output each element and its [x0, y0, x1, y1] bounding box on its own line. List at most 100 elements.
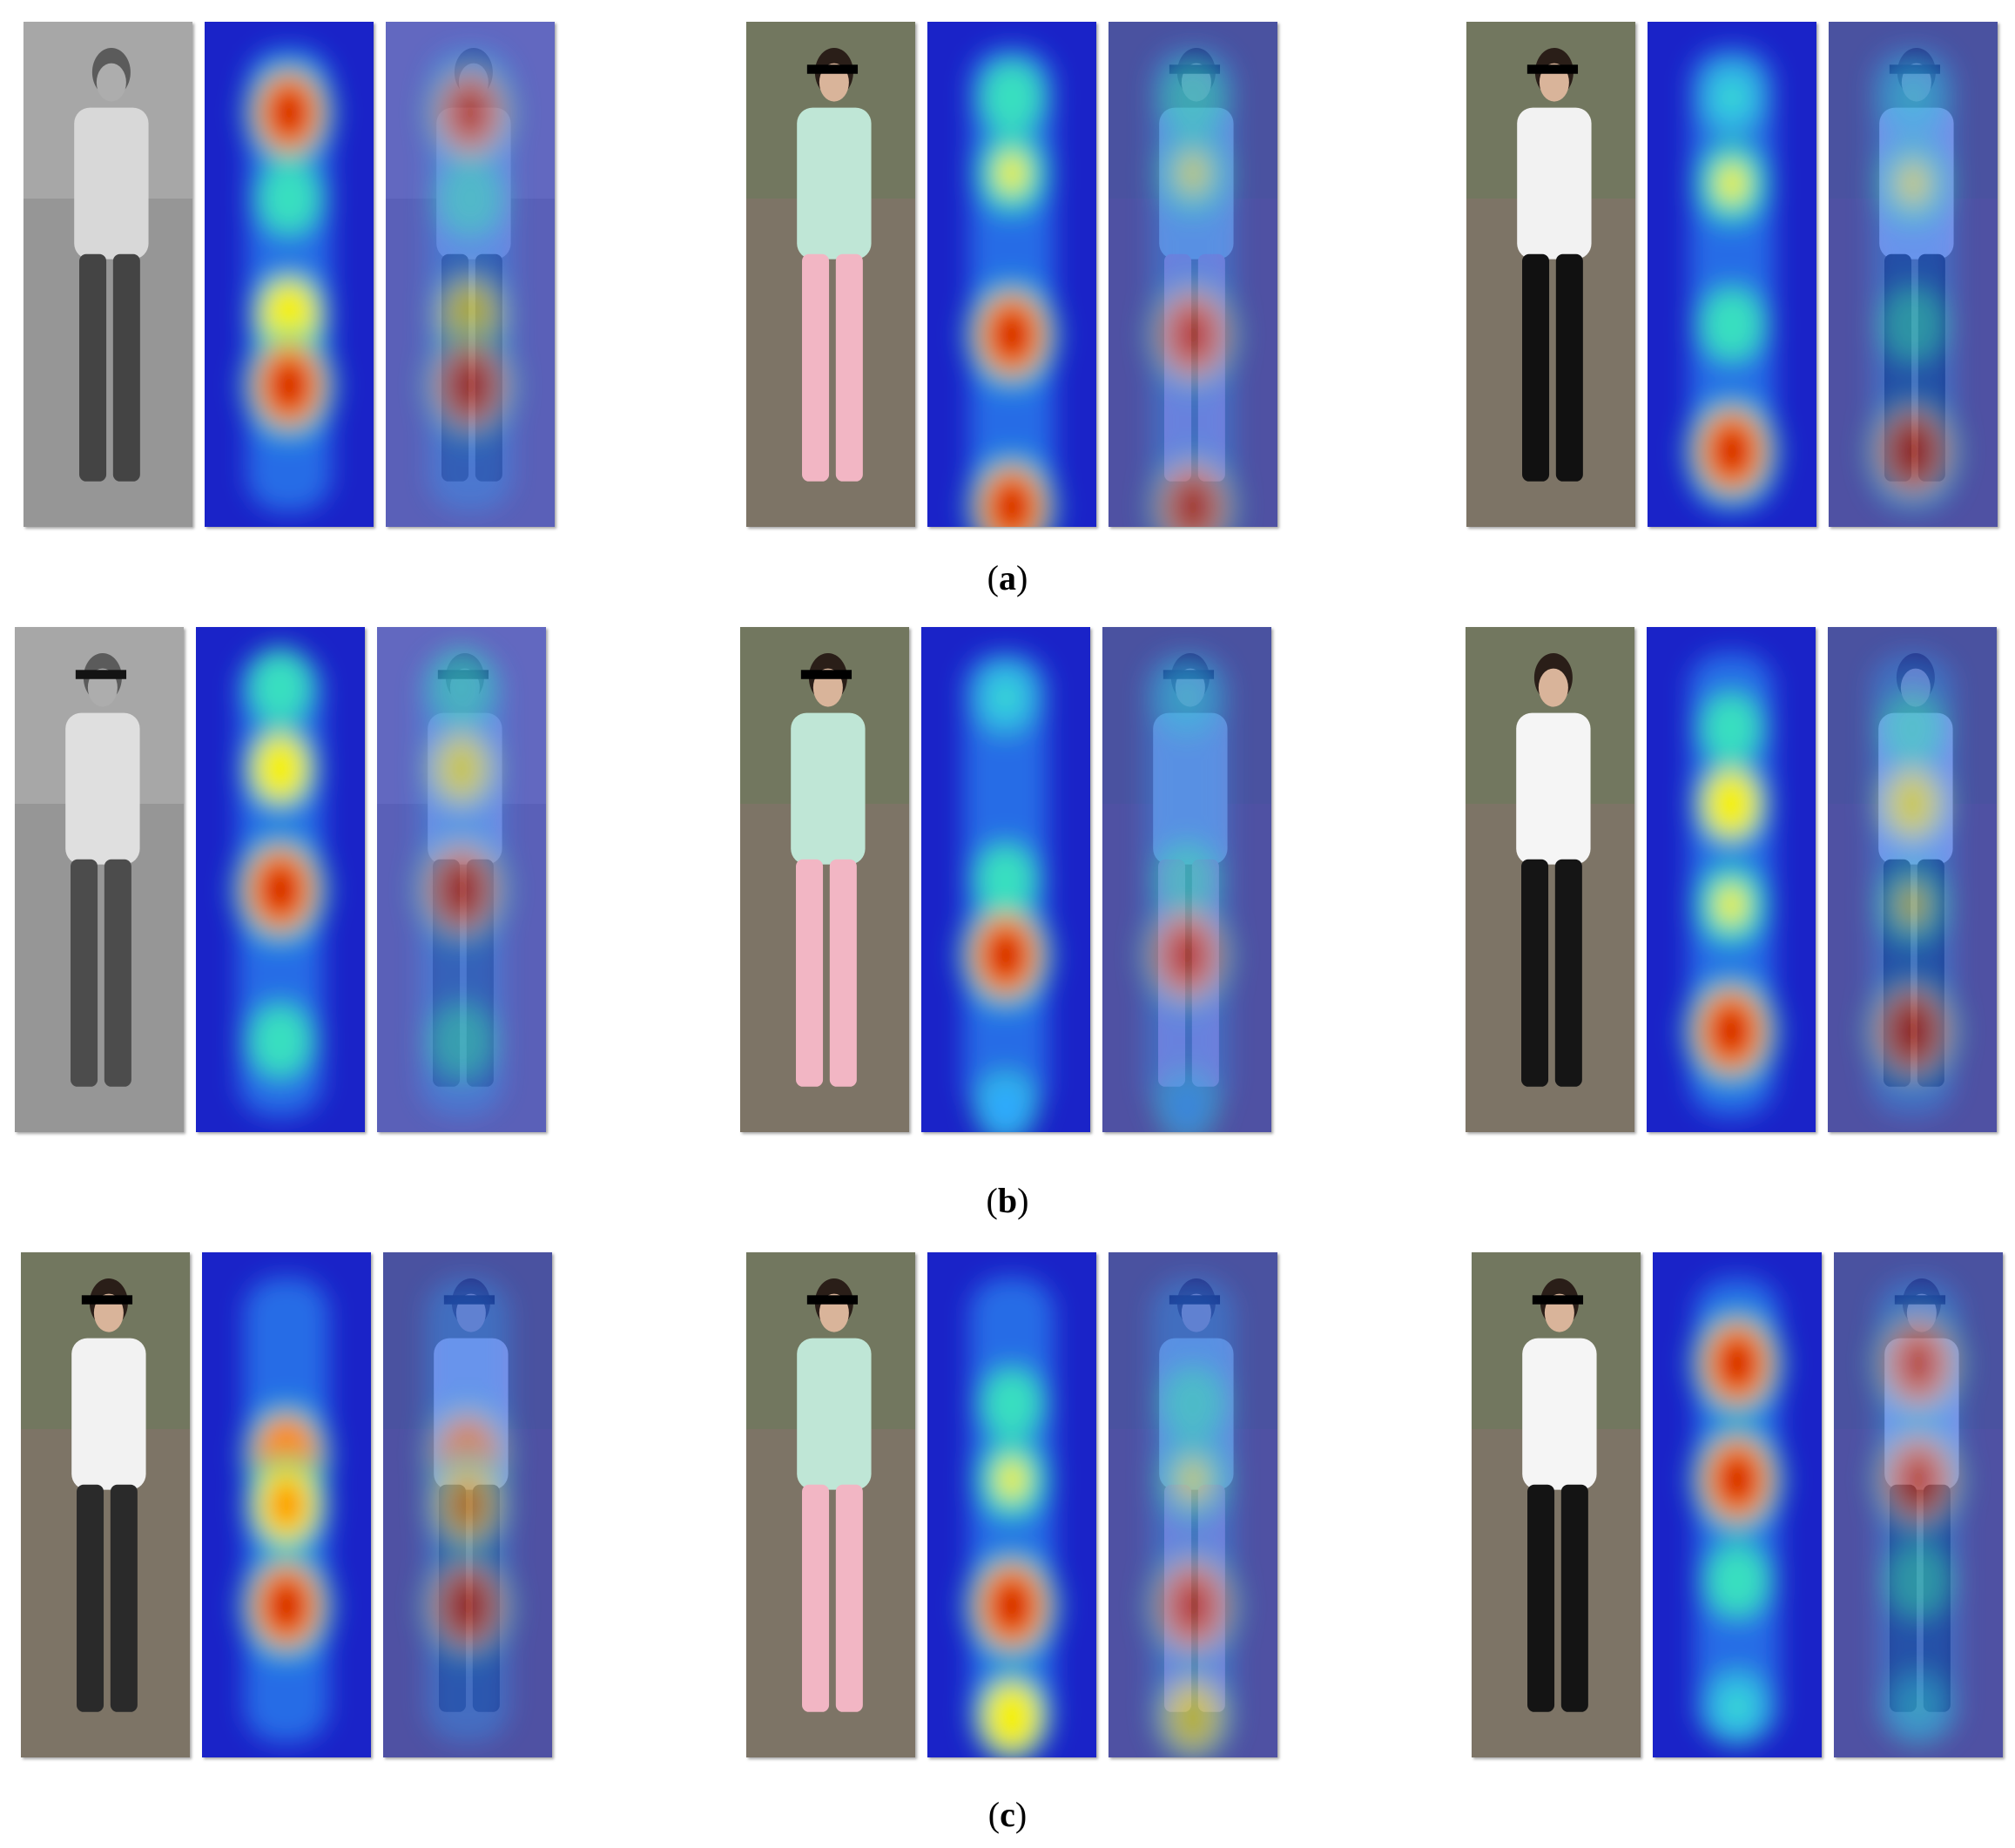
heat-hotspot	[1174, 1579, 1212, 1633]
person-leg	[104, 859, 131, 1087]
heat-hotspot	[442, 863, 481, 917]
heat-hotspot	[997, 152, 1027, 194]
heat-hotspot	[1899, 1337, 1938, 1390]
person-torso	[797, 107, 872, 260]
row-a	[0, 22, 2015, 527]
caption-b: (b)	[986, 1181, 1029, 1220]
heat-hotspot	[1174, 679, 1200, 716]
person-torso	[797, 1338, 872, 1490]
heat-hotspot	[448, 1580, 487, 1632]
photo-panel	[21, 1252, 190, 1757]
heat-hotspot	[1712, 1004, 1750, 1058]
overlay-panel	[1834, 1252, 2003, 1757]
photo-panel	[1466, 627, 1634, 1132]
heat-hotspot	[1168, 929, 1206, 981]
heat-hotspot	[1178, 152, 1208, 194]
heat-hotspot	[452, 87, 489, 138]
heat-hotspot	[1179, 1385, 1207, 1423]
heat-hotspot	[1175, 481, 1211, 527]
heat-hotspot	[1174, 308, 1212, 361]
overlay-panel	[383, 1252, 552, 1757]
heat-hotspot	[1717, 709, 1745, 747]
overlay-panel	[1102, 627, 1271, 1132]
heat-hotspot	[1904, 1561, 1933, 1601]
person-leg	[835, 1484, 863, 1712]
heatmap-panel	[1647, 627, 1816, 1132]
censor-bar	[1526, 64, 1579, 74]
censor-bar	[806, 1295, 859, 1305]
heat-hotspot	[273, 293, 306, 337]
heat-hotspot	[1894, 425, 1932, 477]
photo-panel	[1472, 1252, 1641, 1757]
person-leg	[71, 859, 98, 1087]
overlay-panel	[1828, 627, 1997, 1132]
heat-hotspot	[993, 1089, 1019, 1124]
heat-hotspot	[993, 1579, 1031, 1633]
heat-hotspot	[267, 1580, 306, 1632]
overlay-panel	[1829, 22, 1998, 527]
person-leg	[829, 859, 857, 1087]
heat-hotspot	[1722, 1561, 1752, 1601]
heat-hotspot	[1715, 782, 1747, 826]
censor-bar	[806, 64, 859, 74]
overlay-panel	[377, 627, 546, 1132]
person-torso	[74, 107, 149, 260]
person-leg	[1554, 859, 1582, 1087]
heat-hotspot	[1899, 1453, 1938, 1506]
heat-hotspot	[1716, 884, 1746, 926]
person-torso	[65, 712, 140, 865]
caption-letter: b	[997, 1181, 1018, 1220]
caption-c: (c)	[987, 1795, 1028, 1834]
photo-panel	[746, 22, 915, 527]
heat-hotspot	[450, 1480, 485, 1529]
heat-hotspot	[1724, 1689, 1750, 1725]
row-c	[0, 1252, 2015, 1757]
heat-hotspot	[451, 359, 489, 412]
person-torso	[1517, 107, 1592, 260]
heat-hotspot	[987, 929, 1025, 981]
person-torso	[71, 1338, 146, 1490]
photo-panel	[15, 627, 184, 1132]
heat-hotspot	[995, 1695, 1028, 1739]
photo-panel	[740, 627, 909, 1132]
heat-hotspot	[1893, 1004, 1931, 1058]
heat-hotspot	[994, 481, 1030, 527]
person-leg	[802, 253, 830, 482]
person-leg	[1522, 253, 1550, 482]
heatmap-panel	[927, 1252, 1096, 1757]
person-leg	[835, 253, 863, 482]
person-leg	[79, 253, 107, 482]
heat-hotspot	[997, 78, 1027, 118]
person-leg	[77, 1484, 104, 1712]
heat-hotspot	[1898, 163, 1928, 205]
heat-hotspot	[274, 179, 304, 219]
heat-hotspot	[270, 359, 308, 412]
heat-hotspot	[1897, 884, 1927, 926]
photo-panel	[1466, 22, 1635, 527]
overlay-panel	[1109, 22, 1277, 527]
heat-hotspot	[266, 1021, 295, 1062]
heat-hotspot	[261, 863, 300, 917]
heat-hotspot	[1897, 782, 1928, 826]
person-leg	[1560, 1484, 1588, 1712]
person-torso	[1522, 1338, 1597, 1490]
heat-hotspot	[1719, 79, 1745, 116]
heat-hotspot	[1898, 709, 1926, 747]
heatmap-panel	[196, 627, 365, 1132]
caption-letter: a	[999, 558, 1016, 597]
heat-hotspot	[1717, 163, 1747, 205]
heat-hotspot	[997, 1459, 1027, 1501]
heat-hotspot	[1900, 79, 1926, 116]
censor-bar	[75, 670, 127, 679]
heatmap-panel	[1653, 1252, 1822, 1757]
row-b	[0, 627, 2015, 1132]
person-leg	[1555, 253, 1583, 482]
person-leg	[1527, 1484, 1555, 1712]
heat-hotspot	[1718, 1453, 1756, 1506]
heat-hotspot	[1178, 1459, 1208, 1501]
person-leg	[796, 859, 824, 1087]
heat-hotspot	[992, 860, 1020, 899]
heat-hotspot	[1718, 1337, 1756, 1390]
heat-hotspot	[266, 667, 295, 708]
person-leg	[802, 1484, 830, 1712]
